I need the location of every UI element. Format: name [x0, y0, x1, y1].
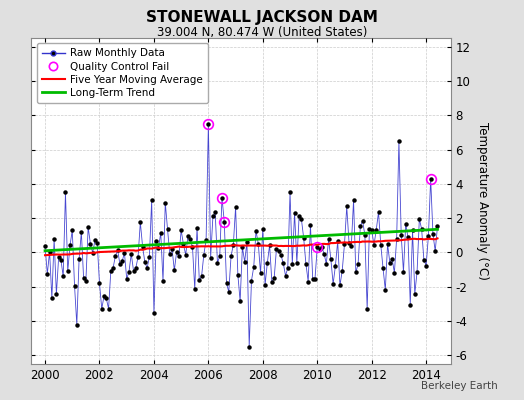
Text: Berkeley Earth: Berkeley Earth: [421, 381, 498, 391]
Y-axis label: Temperature Anomaly (°C): Temperature Anomaly (°C): [476, 122, 489, 280]
Legend: Raw Monthly Data, Quality Control Fail, Five Year Moving Average, Long-Term Tren: Raw Monthly Data, Quality Control Fail, …: [37, 43, 208, 103]
Text: STONEWALL JACKSON DAM: STONEWALL JACKSON DAM: [146, 10, 378, 25]
Text: 39.004 N, 80.474 W (United States): 39.004 N, 80.474 W (United States): [157, 26, 367, 39]
